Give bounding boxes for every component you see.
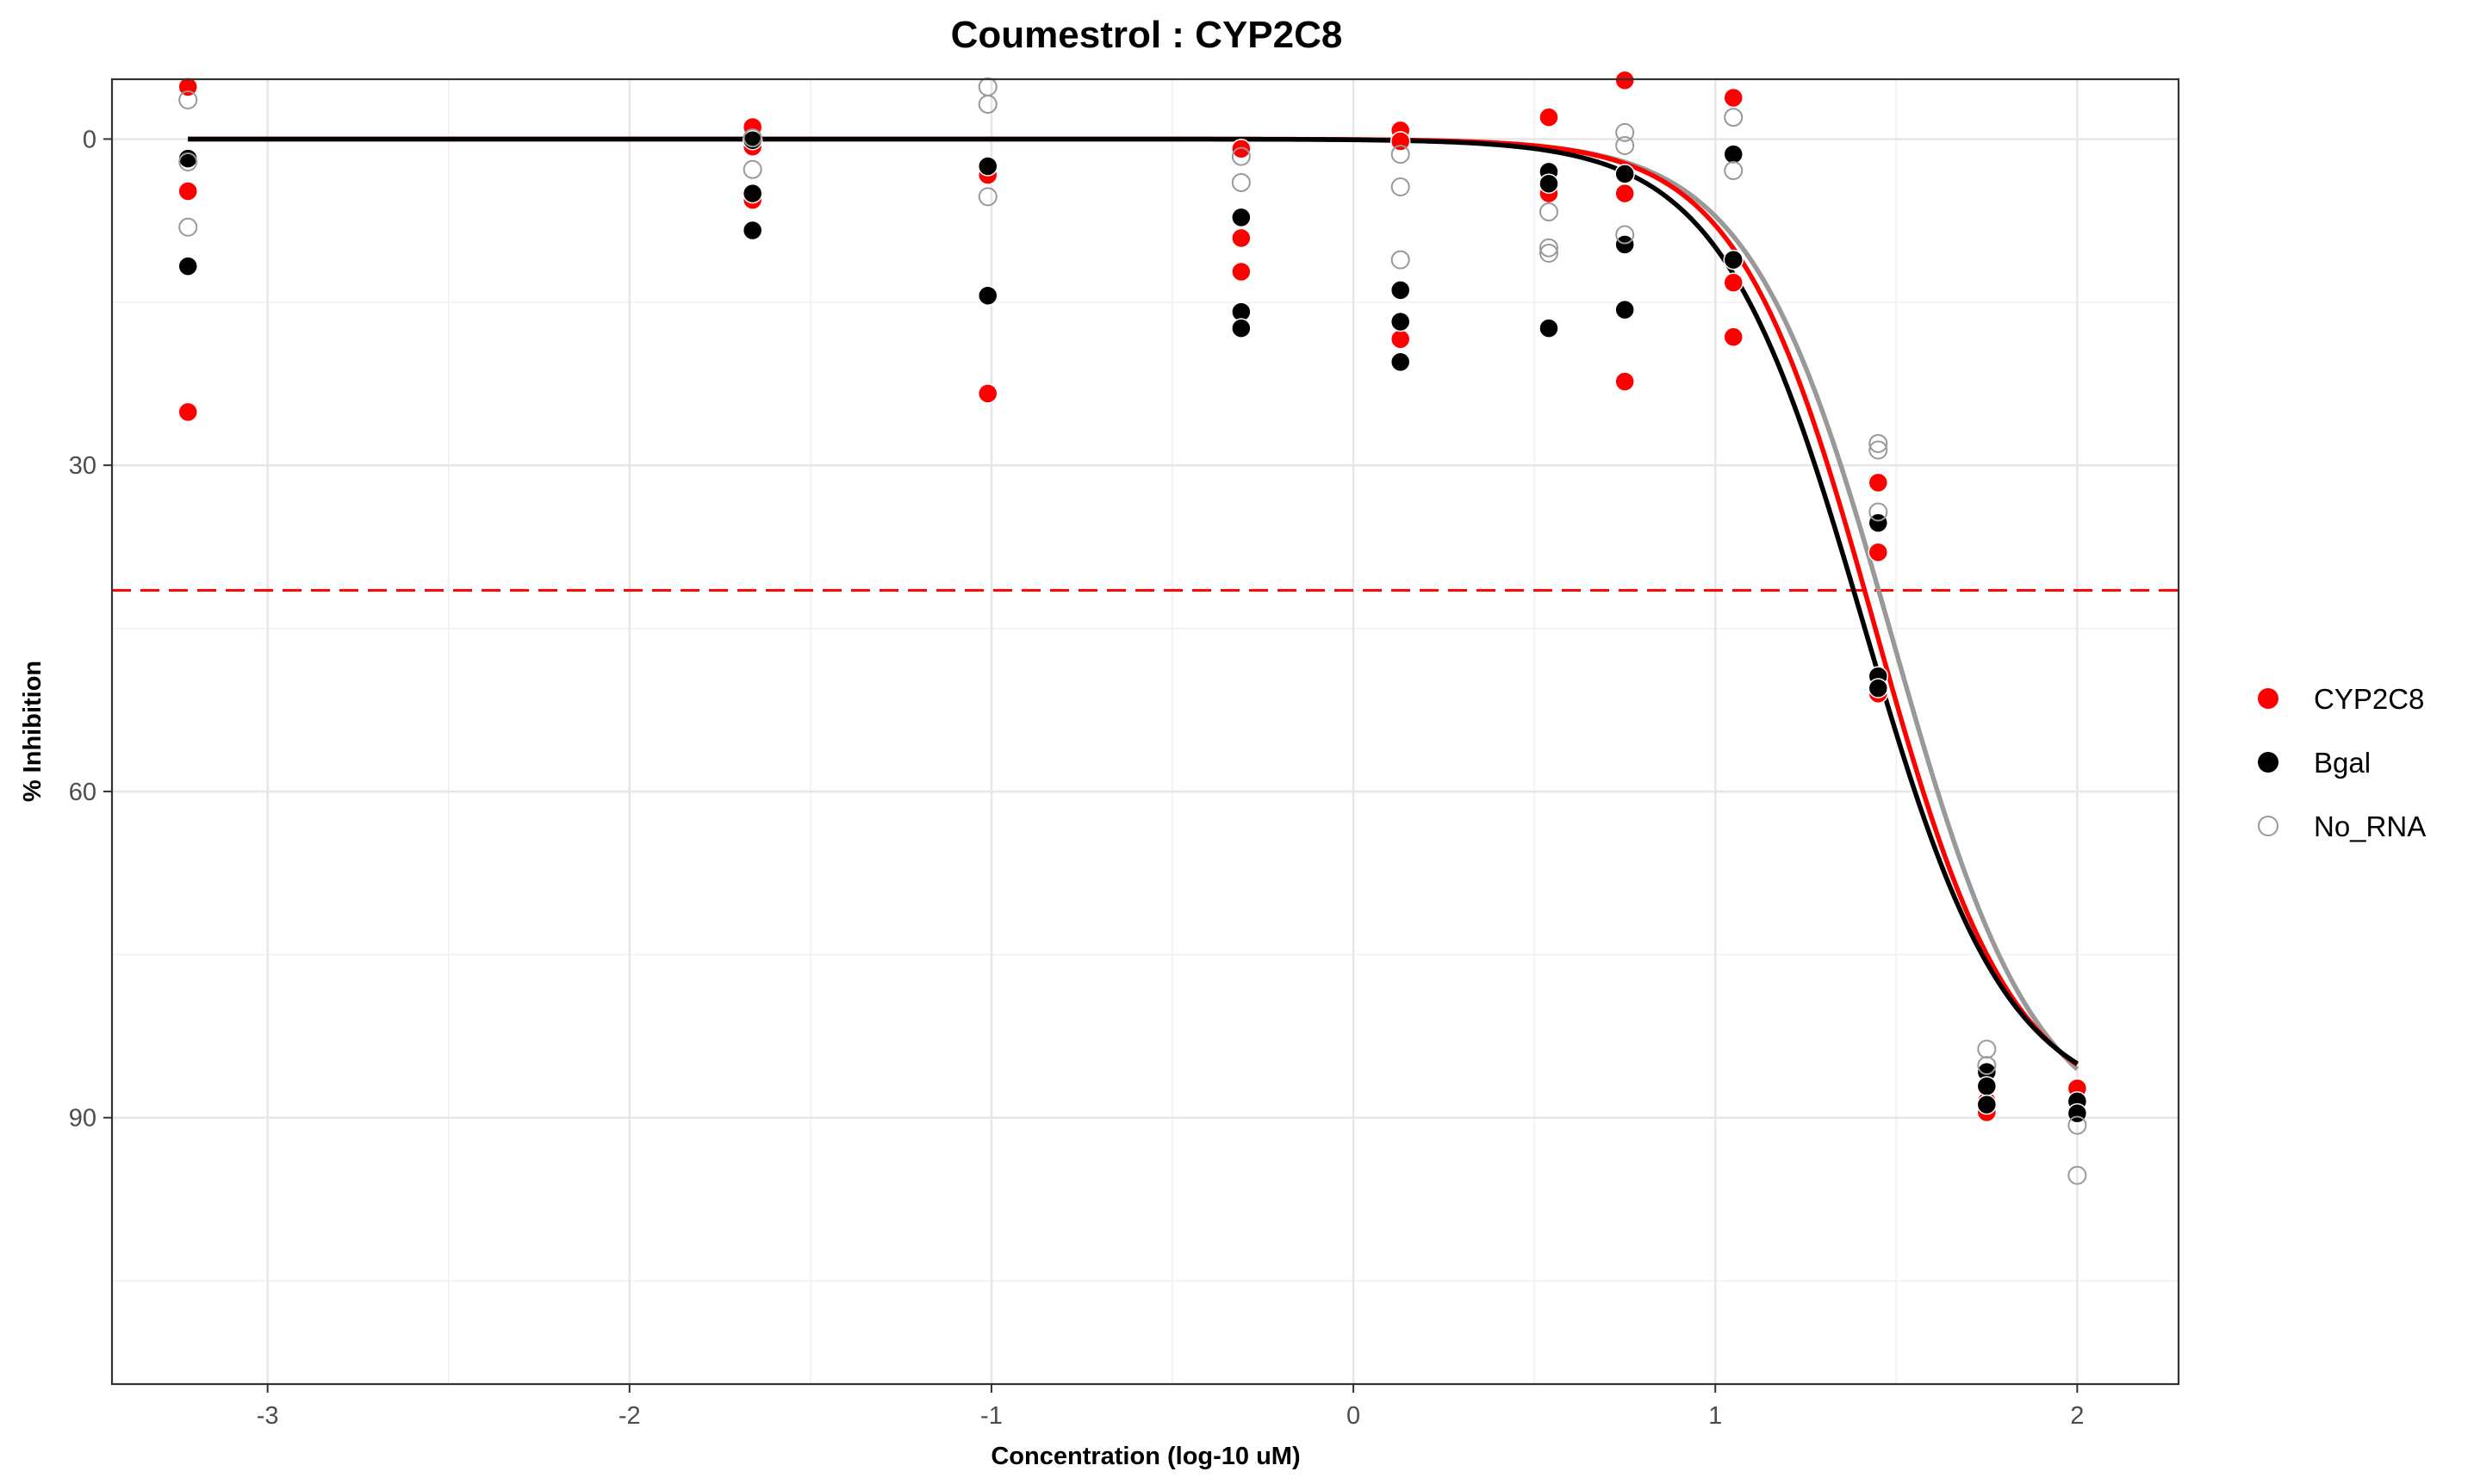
data-point-No_RNA [1231, 146, 1251, 166]
data-point-Bgal [1976, 1094, 1998, 1115]
data-point-No_RNA [1868, 433, 1888, 453]
data-point-Bgal [1389, 311, 1411, 332]
data-point-No_RNA [1539, 238, 1558, 258]
data-point-Bgal [1389, 351, 1411, 372]
data-point-CYP2C8 [1231, 227, 1252, 249]
data-point-CYP2C8 [1614, 371, 1635, 392]
data-point-No_RNA [1724, 161, 1744, 181]
x-tick-label: 0 [1346, 1402, 1360, 1430]
data-point-CYP2C8 [977, 383, 998, 404]
data-point-Bgal [1723, 249, 1744, 270]
data-point-CYP2C8 [1868, 472, 1889, 494]
data-point-Bgal [1231, 318, 1252, 338]
data-point-Bgal [1868, 512, 1889, 533]
legend-key-CYP2C8 [2258, 688, 2278, 709]
data-point-No_RNA [1390, 250, 1410, 270]
legend-key-No_RNA [2258, 816, 2278, 836]
y-tick-label: 0 [83, 126, 96, 153]
fit-curve-Bgal [188, 136, 2079, 1066]
data-point-Bgal [1614, 234, 1635, 255]
legend-label-No_RNA: No_RNA [2314, 810, 2426, 842]
data-point-No_RNA [1231, 172, 1251, 192]
plot-panel-border [110, 78, 2180, 1386]
data-point-Bgal [1614, 164, 1635, 184]
data-point-No_RNA [1390, 177, 1410, 196]
data-point-No_RNA [178, 152, 198, 171]
y-axis-title: % Inhibition [19, 661, 47, 802]
data-point-No_RNA [1977, 1040, 1997, 1059]
data-point-Bgal [1614, 299, 1635, 320]
tick-layer: -3 -2 -1 0 1 2 0 30 60 90 [69, 126, 2085, 1430]
legend-label-CYP2C8: CYP2C8 [2314, 683, 2424, 715]
data-point-CYP2C8 [1723, 87, 1744, 109]
data-point-No_RNA [1868, 440, 1888, 460]
data-point-Bgal [177, 256, 198, 276]
data-point-Bgal [977, 285, 998, 306]
fit-curve-layer [188, 136, 2079, 1071]
data-point-Bgal [1976, 1076, 1998, 1096]
data-point-No_RNA [1539, 202, 1558, 222]
y-tick-label: 30 [69, 452, 96, 480]
y-tick-label: 90 [69, 1105, 96, 1133]
data-point-Bgal [1868, 678, 1889, 699]
legend-label-Bgal: Bgal [2314, 747, 2371, 779]
legend-key-Bgal [2258, 752, 2278, 773]
data-point-Bgal [1389, 280, 1411, 301]
data-point-CYP2C8 [177, 181, 198, 202]
x-tick-label: 1 [1708, 1402, 1722, 1430]
data-point-CYP2C8 [177, 77, 198, 97]
data-point-No_RNA [178, 217, 198, 237]
x-tick-label: -1 [980, 1402, 1003, 1430]
x-tick-label: -2 [619, 1402, 641, 1430]
x-tick-label: -3 [257, 1402, 279, 1430]
data-point-CYP2C8 [1231, 261, 1252, 283]
data-point-No_RNA [1868, 502, 1888, 522]
data-point-CYP2C8 [1614, 70, 1635, 91]
data-point-No_RNA [978, 95, 998, 115]
data-point-No_RNA [1977, 1056, 1997, 1076]
data-point-No_RNA [743, 128, 762, 148]
data-point-Bgal [742, 183, 763, 204]
x-axis-title: Concentration (log-10 uM) [991, 1443, 1300, 1470]
data-point-CYP2C8 [1614, 183, 1635, 204]
data-point-No_RNA [1615, 136, 1635, 156]
data-point-CYP2C8 [1389, 328, 1411, 350]
data-point-CYP2C8 [1389, 131, 1411, 152]
data-point-Bgal [1231, 207, 1252, 228]
legend: CYP2C8 Bgal No_RNA [2258, 683, 2426, 842]
data-point-CYP2C8 [1231, 139, 1252, 159]
data-point-Bgal [1539, 318, 1559, 338]
data-point-No_RNA [743, 159, 762, 179]
data-point-No_RNA [1724, 108, 1744, 127]
y-tick-label: 60 [69, 779, 96, 806]
data-point-CYP2C8 [177, 401, 198, 423]
data-point-layer [177, 70, 2088, 1185]
data-point-No_RNA [1615, 122, 1635, 142]
data-point-Bgal [177, 148, 198, 169]
chart-title: Coumestrol : CYP2C8 [951, 14, 1343, 56]
data-point-Bgal [977, 156, 998, 177]
x-tick-label: 2 [2070, 1402, 2084, 1430]
data-point-No_RNA [1615, 225, 1635, 245]
data-point-No_RNA [2067, 1115, 2087, 1135]
data-point-CYP2C8 [1868, 542, 1889, 562]
data-point-No_RNA [1390, 145, 1410, 165]
data-point-No_RNA [1539, 244, 1558, 263]
data-point-CYP2C8 [1723, 272, 1744, 293]
data-point-Bgal [1723, 144, 1744, 165]
data-point-No_RNA [2067, 1165, 2087, 1185]
data-point-No_RNA [978, 187, 998, 207]
data-point-Bgal [1539, 173, 1559, 194]
data-point-CYP2C8 [1539, 107, 1559, 127]
data-point-No_RNA [178, 90, 198, 109]
data-point-CYP2C8 [1723, 326, 1744, 347]
data-point-Bgal [742, 220, 763, 241]
